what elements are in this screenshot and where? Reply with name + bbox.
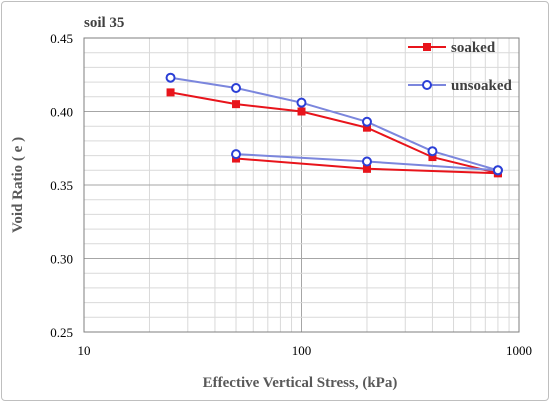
legend-marker-soaked bbox=[423, 43, 431, 51]
soaked-point bbox=[428, 153, 437, 162]
legend: soaked unsoaked bbox=[408, 40, 513, 94]
series-soaked bbox=[166, 88, 502, 178]
y-tick-label: 0.25 bbox=[50, 325, 73, 340]
soaked-point bbox=[362, 123, 371, 132]
y-tick-label: 0.45 bbox=[50, 31, 73, 46]
y-tick-label: 0.40 bbox=[50, 105, 73, 120]
y-tick-label: 0.35 bbox=[50, 178, 73, 193]
legend-label-soaked: soaked bbox=[451, 40, 496, 56]
unsoaked-point bbox=[427, 146, 438, 157]
legend-label-unsoaked: unsoaked bbox=[451, 78, 513, 94]
x-tick-labels: 10 100 1000 bbox=[78, 343, 533, 358]
series-layer bbox=[165, 72, 503, 178]
x-tick-label: 100 bbox=[292, 343, 312, 358]
unsoaked-point bbox=[296, 97, 307, 108]
x-axis-title: Effective Vertical Stress, (kPa) bbox=[203, 375, 398, 391]
soaked-point bbox=[166, 88, 175, 97]
x-tick-label: 10 bbox=[78, 343, 91, 358]
soaked-line bbox=[170, 91, 499, 175]
soaked-point bbox=[297, 107, 306, 116]
unsoaked-point bbox=[361, 156, 372, 167]
plot-area-border bbox=[83, 37, 520, 333]
legend-marker-unsoaked bbox=[422, 80, 432, 90]
unsoaked-point bbox=[361, 116, 372, 127]
series-unsoaked bbox=[165, 72, 503, 176]
soaked-point bbox=[362, 164, 371, 173]
y-tick-labels: 0.25 0.30 0.35 0.40 0.45 bbox=[50, 31, 73, 340]
chart-annotation: soil 35 bbox=[84, 15, 124, 31]
x-tick-label: 1000 bbox=[506, 343, 532, 358]
soaked-point bbox=[232, 100, 241, 109]
y-axis-title: Void Ratio ( e ) bbox=[10, 137, 26, 233]
unsoaked-point bbox=[165, 72, 176, 83]
y-tick-label: 0.30 bbox=[50, 252, 73, 267]
unsoaked-point bbox=[492, 165, 503, 176]
unsoaked-line bbox=[170, 76, 499, 172]
unsoaked-point bbox=[231, 82, 242, 93]
unsoaked-point bbox=[231, 149, 242, 160]
